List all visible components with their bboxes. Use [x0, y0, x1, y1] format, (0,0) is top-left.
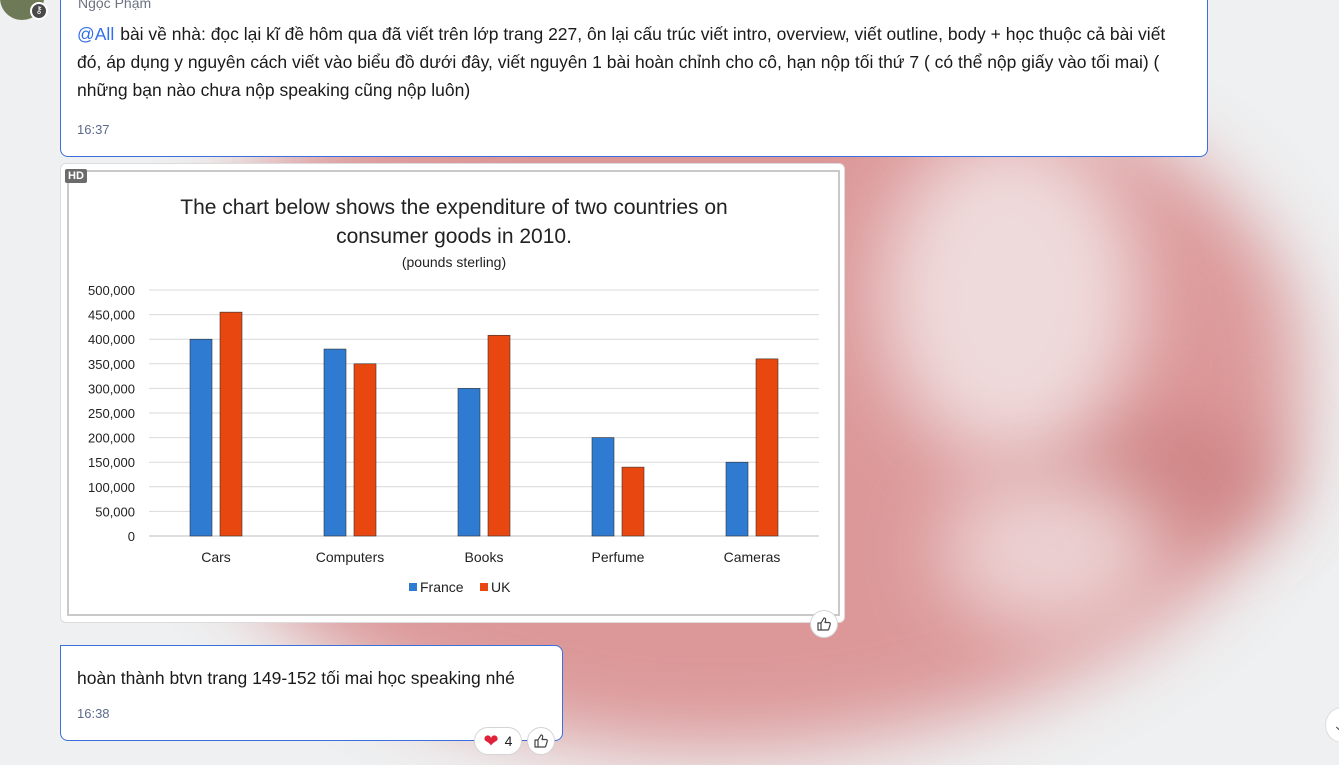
- y-axis-labels: 500,000 450,000 400,000 350,000 300,000 250,0…: [88, 283, 135, 544]
- like-button[interactable]: [810, 610, 838, 638]
- bar-france-computers: [323, 348, 347, 537]
- mention-all[interactable]: @All: [77, 24, 115, 44]
- y-tick-label: 50,000: [95, 504, 135, 519]
- y-tick-label: 450,000: [88, 308, 135, 323]
- y-tick-label: 100,000: [88, 480, 135, 495]
- sender-name: Ngọc Phạm: [78, 0, 152, 11]
- like-button[interactable]: [527, 727, 555, 755]
- chart-bars: [189, 311, 779, 537]
- chart-image: The chart below shows the expenditure of…: [67, 170, 840, 616]
- x-tick-label: Computers: [316, 549, 384, 565]
- bar-uk-perfume: [621, 466, 645, 537]
- key-icon: ⚷: [30, 2, 48, 20]
- chart-title-line1: The chart below shows the expenditure of…: [180, 196, 727, 219]
- hd-badge: HD: [65, 169, 87, 183]
- image-message[interactable]: The chart below shows the expenditure of…: [60, 163, 845, 623]
- y-tick-label: 200,000: [88, 431, 135, 446]
- message-bubble[interactable]: @All bài về nhà: đọc lại kĩ đề hôm qua đã…: [60, 0, 1208, 157]
- message-text: @All bài về nhà: đọc lại kĩ đề hôm qua đã…: [77, 20, 1187, 104]
- legend-label: France: [420, 579, 464, 595]
- bar-uk-cars: [219, 311, 243, 537]
- y-tick-label: 500,000: [88, 283, 135, 298]
- message-time: 16:38: [77, 706, 110, 721]
- chevron-down-icon: ⌄: [1333, 717, 1339, 733]
- x-tick-label: Cameras: [724, 549, 781, 565]
- legend-swatch: [480, 583, 488, 591]
- y-tick-label: 150,000: [88, 455, 135, 470]
- thumbs-up-icon: [817, 617, 831, 631]
- y-tick-label: 300,000: [88, 381, 135, 396]
- bar-uk-books: [487, 334, 511, 537]
- bar-france-perfume: [591, 437, 615, 537]
- thumbs-up-icon: [534, 734, 548, 748]
- x-tick-label: Cars: [201, 549, 231, 565]
- reaction-count: 4: [504, 733, 513, 749]
- message-text: hoàn thành btvn trang 149-152 tối mai họ…: [77, 668, 515, 688]
- x-tick-label: Perfume: [592, 549, 645, 565]
- message-bubble[interactable]: hoàn thành btvn trang 149-152 tối mai họ…: [60, 645, 563, 741]
- message-time: 16:37: [77, 122, 110, 137]
- y-tick-label: 350,000: [88, 357, 135, 372]
- bar-uk-computers: [353, 363, 377, 537]
- bar-france-cars: [189, 338, 213, 537]
- chart-legend: France UK: [409, 579, 511, 595]
- chart-grid: [149, 289, 819, 537]
- chart-title-line2: consumer goods in 2010.: [336, 225, 572, 248]
- bar-france-books: [457, 388, 481, 537]
- y-tick-label: 400,000: [88, 332, 135, 347]
- background-blob: [940, 470, 1160, 630]
- y-tick-label: 250,000: [88, 406, 135, 421]
- y-tick-label: 0: [128, 529, 135, 544]
- background-blob: [880, 130, 1140, 460]
- bar-uk-cameras: [755, 358, 779, 537]
- x-axis-labels: Cars Computers Books Perfume Cameras: [201, 549, 780, 565]
- legend-swatch: [409, 583, 417, 591]
- bar-chart: The chart below shows the expenditure of…: [88, 196, 819, 595]
- x-tick-label: Books: [465, 549, 504, 565]
- chart-subtitle: (pounds sterling): [402, 254, 506, 270]
- bar-france-cameras: [725, 461, 749, 537]
- legend-label: UK: [491, 579, 511, 595]
- heart-reaction[interactable]: ❤ 4: [474, 727, 522, 755]
- message-body: bài về nhà: đọc lại kĩ đề hôm qua đã viế…: [77, 24, 1166, 100]
- heart-icon: ❤: [483, 731, 499, 751]
